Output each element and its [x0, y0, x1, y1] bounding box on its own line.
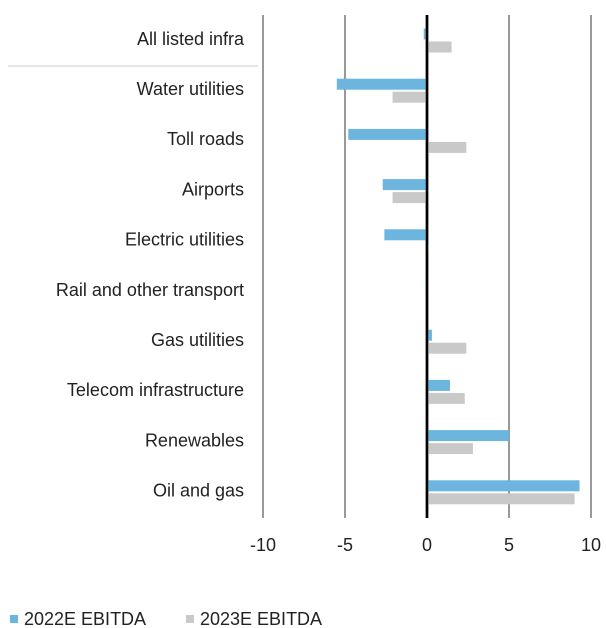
y-tick-label: Telecom infrastructure — [67, 380, 244, 400]
bar — [336, 78, 427, 90]
y-tick-label: Renewables — [145, 430, 244, 450]
bar — [423, 28, 427, 40]
y-tick-label: Toll roads — [167, 129, 244, 149]
bar — [392, 192, 427, 204]
legend-label: 2022E EBITDA — [24, 609, 146, 628]
y-tick-label: Water utilities — [137, 79, 244, 99]
bar — [427, 329, 432, 341]
x-tick-label: 10 — [581, 535, 601, 555]
bar — [392, 91, 427, 103]
bar — [427, 141, 467, 153]
bar — [427, 493, 575, 505]
bar — [427, 392, 465, 404]
bar — [427, 379, 450, 391]
bar — [427, 41, 452, 53]
legend-swatch — [186, 615, 194, 623]
y-tick-label: Rail and other transport — [56, 280, 244, 300]
bar — [382, 179, 427, 191]
bar — [427, 480, 580, 492]
y-tick-label: Oil and gas — [153, 481, 244, 501]
bar — [348, 128, 427, 140]
legend-swatch — [10, 615, 18, 623]
x-tick-label: -10 — [250, 535, 276, 555]
bar — [384, 229, 427, 241]
y-tick-label: Gas utilities — [151, 330, 244, 350]
bar — [427, 342, 467, 354]
y-tick-label: All listed infra — [137, 29, 245, 49]
bar — [427, 443, 473, 455]
bar — [427, 430, 509, 442]
x-tick-label: 5 — [504, 535, 514, 555]
x-tick-label: 0 — [422, 535, 432, 555]
y-tick-label: Airports — [182, 179, 244, 199]
y-tick-label: Electric utilities — [125, 230, 244, 250]
x-tick-label: -5 — [337, 535, 353, 555]
legend-label: 2023E EBITDA — [200, 609, 322, 628]
